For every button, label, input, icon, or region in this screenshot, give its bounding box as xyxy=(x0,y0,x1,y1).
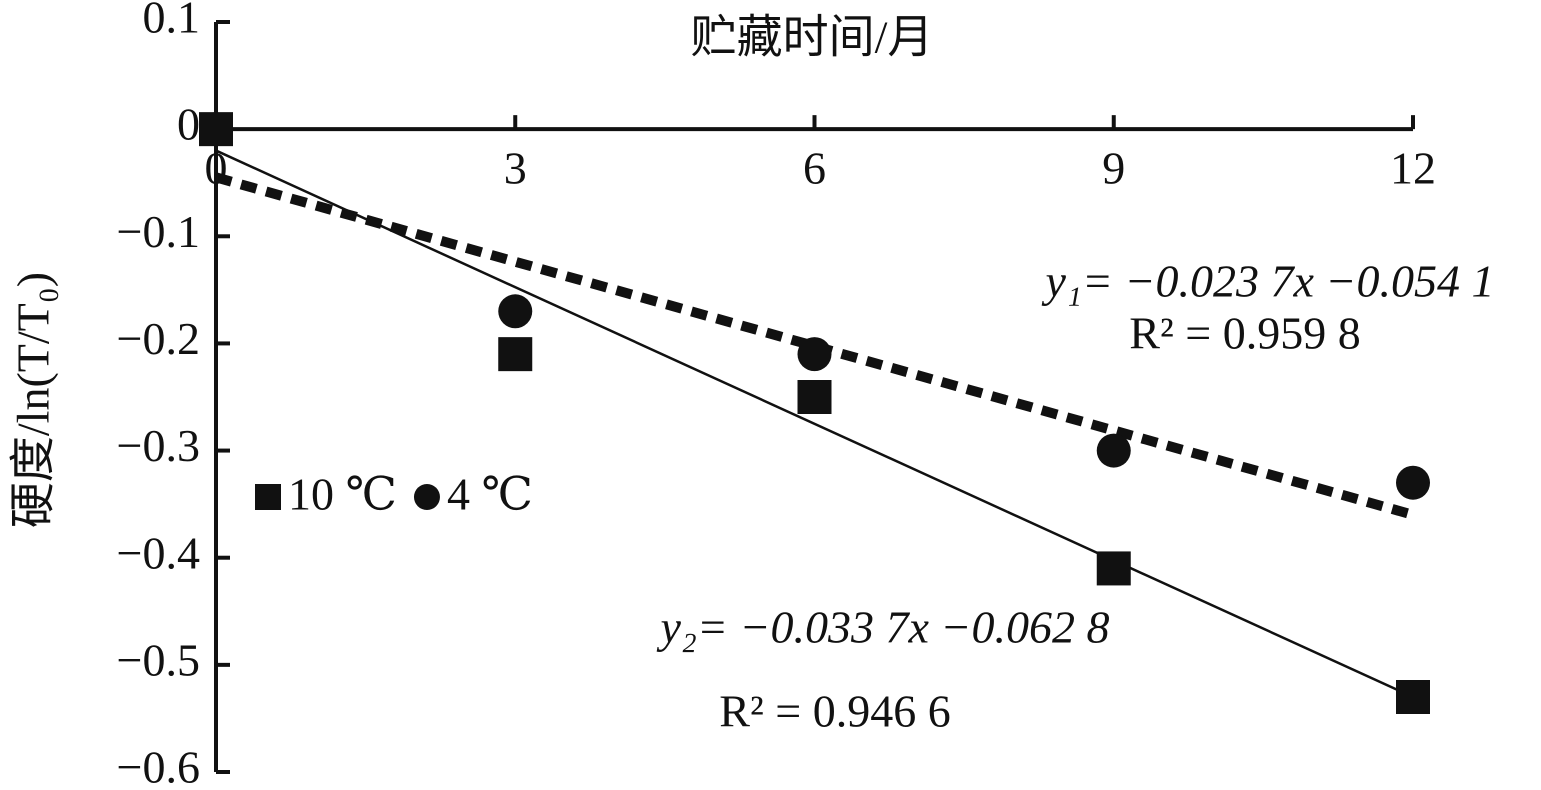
legend-label: 10 ℃ xyxy=(288,469,397,520)
marker xyxy=(498,337,533,372)
y-axis-label: 硬度/ln(T/T₀) xyxy=(8,272,59,528)
trendline xyxy=(215,149,1414,699)
marker xyxy=(255,484,281,510)
marker xyxy=(797,380,832,414)
marker xyxy=(1396,465,1430,500)
x-tick-label: 6 xyxy=(803,143,826,194)
legend-label: 4 ℃ xyxy=(447,469,533,520)
marker xyxy=(1096,433,1131,468)
x-axis-label: 贮藏时间/月 xyxy=(691,12,934,63)
x-tick-label: 0 xyxy=(205,143,228,194)
marker xyxy=(413,484,440,510)
x-tick-label: 9 xyxy=(1102,143,1125,194)
annotation: y₂= −0.033 7x −0.062 8 xyxy=(657,602,1110,653)
y-tick-label: −0.4 xyxy=(117,527,200,578)
annotation: R² = 0.946 6 xyxy=(719,686,950,737)
y-tick-label: 0.1 xyxy=(143,0,201,43)
y-tick-label: −0.2 xyxy=(117,313,200,364)
marker xyxy=(1396,680,1430,714)
y-tick-label: −0.3 xyxy=(117,420,200,471)
marker xyxy=(1096,551,1131,586)
marker xyxy=(797,337,832,372)
x-tick-label: 12 xyxy=(1390,143,1436,194)
x-tick-label: 3 xyxy=(504,143,527,194)
y-tick-label: −0.5 xyxy=(117,634,200,685)
annotation: R² = 0.959 8 xyxy=(1129,308,1360,359)
y-tick-label: −0.6 xyxy=(117,742,200,790)
marker xyxy=(498,294,533,329)
annotation: y₁= −0.023 7x −0.054 1 xyxy=(1042,256,1495,307)
y-tick-label: −0.1 xyxy=(117,206,200,257)
y-tick-label: 0 xyxy=(177,99,200,150)
marker xyxy=(199,112,233,147)
